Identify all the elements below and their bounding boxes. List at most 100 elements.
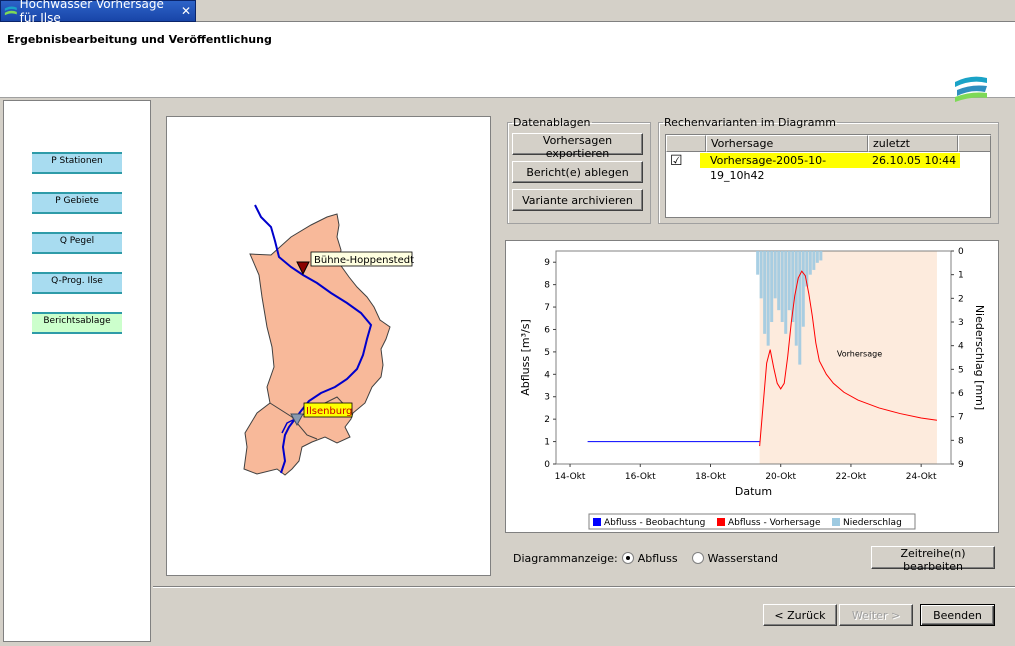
precip-bar [766, 251, 770, 346]
y-tick-label: 8 [544, 281, 550, 291]
y-tick-label: 1 [544, 438, 550, 448]
step-q-prog-ilse[interactable]: Q-Prog. Ilse [32, 272, 122, 294]
precip-bar [815, 251, 819, 263]
vorhersagen-exportieren-button[interactable]: Vorhersagen exportieren [512, 133, 643, 160]
precip-bar [777, 251, 781, 311]
station-label-box [310, 251, 413, 267]
separator [153, 586, 1015, 588]
y-tick-label: 0 [544, 460, 550, 470]
datenablagen-legend: Datenablagen [513, 116, 591, 129]
step-berichtsablage[interactable]: Berichtsablage [32, 312, 122, 334]
chart-panel[interactable]: Vorhersage 0 1 2 3 4 5 6 7 8 9 0 1 2 3 4 5 6 7 8 9 14-Okt 16-O… [505, 240, 999, 533]
radio-wasserstand-label[interactable]: Wasserstand [707, 551, 778, 565]
precip-bar [763, 251, 767, 334]
row-date: 26.10.05 10:44 [866, 153, 960, 168]
legend-swatch [593, 518, 601, 526]
variants-table: Vorhersage zuletzt geändert ☑ Vorhersage… [665, 134, 991, 218]
variante-archivieren-button[interactable]: Variante archivieren [512, 189, 643, 211]
step-q-pegel[interactable]: Q Pegel [32, 232, 122, 254]
close-icon[interactable]: ✕ [180, 4, 191, 18]
precip-bar [773, 251, 777, 299]
x-axis-label: Datum [735, 485, 772, 498]
row-name: Vorhersage-2005-10-19_10h42 [700, 153, 866, 182]
y2-tick-label: 7 [958, 413, 964, 423]
y2-tick-label: 3 [958, 318, 964, 328]
station-marker-ilsenburg [290, 413, 304, 427]
y2-tick-label: 9 [958, 460, 964, 470]
annotation-vorhersage: Vorhersage [837, 349, 882, 358]
river-tributary [281, 418, 296, 434]
legend-label: Abfluss - Beobachtung [604, 518, 705, 528]
app-logo-icon [955, 76, 987, 102]
rechenvarianten-legend: Rechenvarianten im Diagramm [664, 116, 836, 129]
datenablagen-group: Datenablagen [507, 116, 651, 224]
y-tick-label: 5 [544, 348, 550, 358]
tab-bar [0, 0, 1015, 22]
page-header: Ergebnisbearbeitung und Veröffentlichung [0, 22, 1015, 102]
map-canvas[interactable]: Bühne-Hoppenstedt Ilsenburg [167, 117, 490, 575]
radio-wasserstand[interactable] [691, 552, 704, 564]
column-header-filler [958, 135, 991, 152]
zeitreihe-bearbeiten-button[interactable]: Zeitreihe(n) bearbeiten [871, 546, 995, 573]
station-label-buehne: Bühne-Hoppenstedt [314, 255, 414, 266]
berichte-ablegen-button[interactable]: Bericht(e) ablegen [512, 161, 643, 183]
radio-abfluss-label[interactable]: Abfluss [637, 551, 678, 565]
y2-axis-label: Niederschlag [mm] [973, 305, 986, 410]
line-vorhersage [759, 270, 938, 447]
precip-bar [805, 251, 809, 287]
column-header-check[interactable] [666, 135, 706, 152]
plot-frame [555, 250, 952, 465]
x-tick-label: 20-Okt [765, 472, 796, 482]
precip-bar [787, 251, 791, 311]
station-label-ilsenburg: Ilsenburg [306, 406, 352, 417]
precip-bar [794, 251, 798, 346]
river-ilse [254, 204, 373, 474]
legend-swatch [717, 518, 725, 526]
catchment-map[interactable]: Bühne-Hoppenstedt Ilsenburg [166, 116, 491, 576]
precip-bar [770, 251, 774, 322]
workflow-steps-panel: P Stationen P Gebiete Q Pegel Q-Prog. Il… [3, 100, 151, 642]
y-tick-label: 6 [544, 325, 550, 335]
finish-button[interactable]: Beenden [920, 604, 995, 626]
editor-tab[interactable]: Hochwasser Vorhersage für Ilse ✕ [0, 0, 196, 25]
diagram-mode-row: Diagrammanzeige: Abfluss Wasserstand [513, 551, 778, 565]
precip-bar [819, 251, 823, 261]
row-checkbox[interactable]: ☑ [670, 153, 683, 169]
legend-swatch [832, 518, 840, 526]
column-header-vorhersage[interactable]: Vorhersage [706, 135, 868, 152]
x-tick-label: 18-Okt [695, 472, 726, 482]
table-row[interactable]: ☑ Vorhersage-2005-10-19_10h42 26.10.05 1… [666, 152, 992, 182]
column-header-zuletzt[interactable]: zuletzt geändert [868, 135, 958, 165]
station-marker-buehne [296, 261, 310, 276]
page-title: Ergebnisbearbeitung und Veröffentlichung [7, 33, 272, 46]
x-tick-label: 16-Okt [625, 472, 656, 482]
rechenvarianten-group: Rechenvarianten im Diagramm [658, 116, 999, 224]
back-button[interactable]: < Zurück [763, 604, 837, 626]
subcatchment-boundary [269, 402, 318, 440]
diagram-mode-label: Diagrammanzeige: [513, 551, 618, 565]
x-tick-label: 24-Okt [906, 472, 937, 482]
precip-bar [784, 251, 788, 334]
y-axis-label: Abfluss [m³/s] [519, 319, 532, 396]
y2-tick-label: 2 [958, 294, 964, 304]
tab-title: Hochwasser Vorhersage für Ilse [19, 0, 164, 25]
step-p-stationen[interactable]: P Stationen [32, 152, 122, 174]
radio-abfluss[interactable] [621, 552, 634, 564]
y2-tick-label: 1 [958, 271, 964, 281]
y2-tick-label: 4 [958, 342, 964, 352]
precip-bar [798, 251, 802, 365]
legend-label: Abfluss - Vorhersage [728, 518, 821, 528]
step-p-gebiete[interactable]: P Gebiete [32, 192, 122, 214]
next-button: Weiter > [839, 604, 913, 626]
hydrograph-chart[interactable]: Vorhersage 0 1 2 3 4 5 6 7 8 9 0 1 2 3 4 5 6 7 8 9 14-Okt 16-O… [506, 241, 998, 532]
precip-bar [791, 251, 795, 322]
y2-tick-label: 0 [958, 247, 964, 257]
x-tick-label: 14-Okt [555, 472, 586, 482]
legend-label: Niederschlag [843, 518, 902, 528]
y2-tick-label: 6 [958, 389, 964, 399]
precip-bar [801, 251, 805, 327]
y2-tick-label: 8 [958, 436, 964, 446]
y-tick-label: 4 [544, 370, 550, 380]
y-tick-label: 2 [544, 415, 550, 425]
station-label-box [303, 402, 353, 418]
